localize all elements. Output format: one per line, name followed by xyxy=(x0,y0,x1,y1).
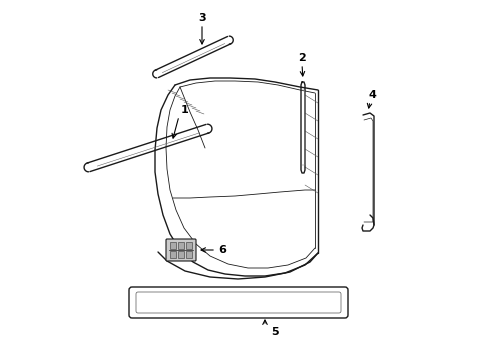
FancyBboxPatch shape xyxy=(166,239,196,261)
Text: 5: 5 xyxy=(271,327,279,337)
Bar xyxy=(178,242,184,249)
Text: 2: 2 xyxy=(298,53,306,63)
Bar xyxy=(178,251,184,258)
Text: 3: 3 xyxy=(198,13,206,23)
Text: 6: 6 xyxy=(218,245,226,255)
Text: 1: 1 xyxy=(181,105,189,115)
Text: 4: 4 xyxy=(368,90,376,100)
Bar xyxy=(170,251,176,258)
Bar xyxy=(186,251,192,258)
Bar xyxy=(170,242,176,249)
Bar xyxy=(186,242,192,249)
FancyBboxPatch shape xyxy=(136,292,341,313)
FancyBboxPatch shape xyxy=(129,287,348,318)
